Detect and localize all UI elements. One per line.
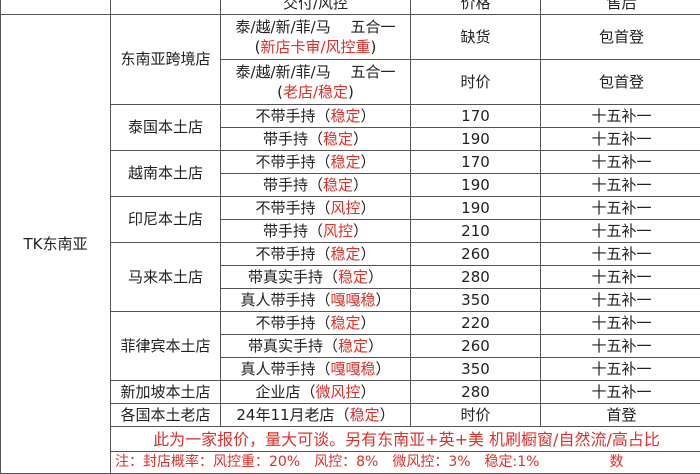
delivery-cell: 带真实手持（稳定） [221, 335, 411, 358]
price-cell: 190 [411, 128, 541, 151]
item-text: 泰/越/新/菲/马 五合一 [236, 18, 396, 36]
store-type-cell: 新加坡本土店 [111, 381, 221, 404]
risk-tag: 老店/稳定 [283, 83, 348, 101]
risk-tag: 稳定 [338, 337, 368, 355]
after-sales-cell: 十五补一 [541, 151, 700, 174]
after-sales-cell: 十五补一 [541, 128, 700, 151]
risk-tag: 稳定 [323, 130, 353, 148]
price-cell: 350 [411, 358, 541, 381]
price-cell: 280 [411, 266, 541, 289]
item-text: 不带手持 [255, 199, 315, 217]
item-text: 带手持 [263, 130, 308, 148]
risk-tag: 嘎嘎稳 [331, 360, 376, 378]
risk-tag: 风控 [331, 199, 361, 217]
store-type-cell: 各国本土老店 [111, 404, 221, 427]
footer-note-probability: 注：封店概率：风控重：20% 风控：8% 微风控：3% 稳定:1% 数 [111, 452, 700, 474]
header-after-sales: 售后 [541, 0, 700, 15]
item-text: 真人带手持 [240, 360, 315, 378]
header-price: 价格 [411, 0, 541, 15]
store-type-cell: 菲律宾本土店 [111, 312, 221, 381]
price-cell: 190 [411, 197, 541, 220]
delivery-cell: 企业店（微风控） [221, 381, 411, 404]
delivery-cell: 泰/越/新/菲/马 五合一(新店卡审/风控重) [221, 15, 411, 60]
risk-tag: 稳定 [338, 268, 368, 286]
after-sales-cell: 十五补一 [541, 243, 700, 266]
price-cell: 280 [411, 381, 541, 404]
region-cell: TK东南亚 [1, 15, 111, 474]
delivery-cell: 带真实手持（稳定） [221, 266, 411, 289]
after-sales-cell: 十五补一 [541, 289, 700, 312]
delivery-cell: 24年11月老店（稳定） [221, 404, 411, 427]
item-text: 真人带手持 [240, 291, 315, 309]
risk-tag: 风控 [323, 222, 353, 240]
price-cell: 210 [411, 220, 541, 243]
delivery-cell: 不带手持（稳定） [221, 243, 411, 266]
item-text: 企业店 [255, 383, 300, 401]
footer-note: 此为一家报价，量大可谈。另有东南亚+英+美 机刷橱窗/自然流/高占比 [111, 427, 700, 452]
item-text: 24年11月老店 [236, 406, 334, 424]
delivery-cell: 不带手持（稳定） [221, 151, 411, 174]
after-sales-cell: 十五补一 [541, 312, 700, 335]
store-type-cell: 印尼本土店 [111, 197, 221, 243]
after-sales-cell: 十五补一 [541, 381, 700, 404]
delivery-cell: 真人带手持（嘎嘎稳） [221, 358, 411, 381]
after-sales-cell: 十五补一 [541, 197, 700, 220]
item-text: 带真实手持 [248, 268, 323, 286]
store-type-cell: 东南亚跨境店 [111, 15, 221, 105]
after-sales-cell: 包首登 [541, 15, 700, 60]
risk-tag: 稳定 [331, 245, 361, 263]
risk-tag: 稳定 [331, 107, 361, 125]
item-text: 带手持 [263, 222, 308, 240]
price-cell: 220 [411, 312, 541, 335]
store-type-cell: 泰国本土店 [111, 105, 221, 151]
price-cell: 260 [411, 243, 541, 266]
item-text: 不带手持 [255, 245, 315, 263]
item-text: 带真实手持 [248, 337, 323, 355]
after-sales-cell: 十五补一 [541, 174, 700, 197]
item-text: 带手持 [263, 176, 308, 194]
price-cell: 170 [411, 151, 541, 174]
after-sales-cell: 十五补一 [541, 220, 700, 243]
header-blank [111, 0, 221, 15]
delivery-cell: 不带手持（稳定） [221, 105, 411, 128]
risk-tag: 新店卡审/风控重 [260, 38, 370, 56]
header-blank [1, 0, 111, 15]
delivery-cell: 泰/越/新/菲/马 五合一(老店/稳定) [221, 60, 411, 105]
delivery-cell: 真人带手持（嘎嘎稳） [221, 289, 411, 312]
price-cell: 190 [411, 174, 541, 197]
price-cell: 缺货 [411, 15, 541, 60]
delivery-cell: 带手持（稳定） [221, 174, 411, 197]
after-sales-cell: 十五补一 [541, 335, 700, 358]
item-text: 不带手持 [255, 107, 315, 125]
after-sales-cell: 十五补一 [541, 266, 700, 289]
after-sales-cell: 十五补一 [541, 358, 700, 381]
price-cell: 时价 [411, 404, 541, 427]
risk-tag: 微风控 [316, 383, 361, 401]
risk-tag: 稳定 [350, 406, 380, 424]
store-type-cell: 越南本土店 [111, 151, 221, 197]
after-sales-cell: 包首登 [541, 60, 700, 105]
price-cell: 170 [411, 105, 541, 128]
after-sales-cell: 首登 [541, 404, 700, 427]
price-cell: 时价 [411, 60, 541, 105]
header-delivery: 交付/风控 [221, 0, 411, 15]
item-text: 不带手持 [255, 314, 315, 332]
item-text: 不带手持 [255, 153, 315, 171]
risk-tag: 稳定 [323, 176, 353, 194]
delivery-cell: 不带手持（稳定） [221, 312, 411, 335]
price-cell: 350 [411, 289, 541, 312]
risk-tag: 稳定 [331, 153, 361, 171]
risk-tag: 稳定 [331, 314, 361, 332]
risk-tag: 嘎嘎稳 [331, 291, 376, 309]
table-row: TK东南亚东南亚跨境店泰/越/新/菲/马 五合一(新店卡审/风控重)缺货包首登 [1, 15, 700, 60]
item-text: 泰/越/新/菲/马 五合一 [236, 63, 396, 81]
price-cell: 260 [411, 335, 541, 358]
delivery-cell: 带手持（风控） [221, 220, 411, 243]
header-row: 交付/风控 价格 售后 [1, 0, 700, 15]
store-type-cell: 马来本土店 [111, 243, 221, 312]
after-sales-cell: 十五补一 [541, 105, 700, 128]
delivery-cell: 不带手持（风控） [221, 197, 411, 220]
delivery-cell: 带手持（稳定） [221, 128, 411, 151]
